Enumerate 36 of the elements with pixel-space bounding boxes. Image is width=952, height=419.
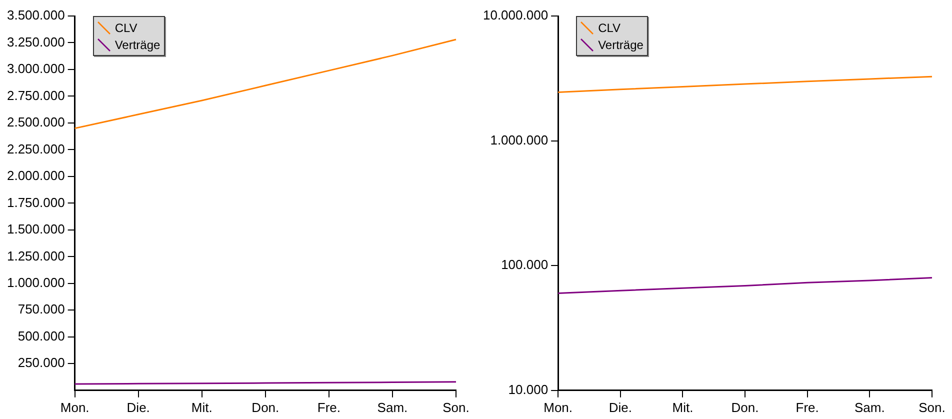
- x-tick-label: Mit.: [672, 400, 694, 415]
- x-tick-label: Mon.: [544, 400, 573, 415]
- y-tick-label: 3.500.000: [6, 8, 65, 23]
- y-tick-label: 1.500.000: [6, 222, 65, 237]
- y-tick-label: 500.000: [18, 328, 65, 344]
- legend-label: CLV: [598, 20, 621, 34]
- x-tick-label: Sam.: [377, 400, 408, 415]
- y-tick-label: 1.000.000: [490, 132, 548, 148]
- x-tick-label: Fre.: [317, 400, 341, 415]
- y-tick-label: 1.750.000: [6, 194, 65, 210]
- legend-label: CLV: [114, 20, 138, 34]
- x-tick-label: Mit.: [191, 400, 212, 415]
- y-tick-label: 2.250.000: [6, 141, 65, 156]
- x-tick-label: Mon.: [60, 400, 90, 415]
- y-tick-label: 1.250.000: [6, 248, 65, 264]
- y-tick-label: 2.750.000: [6, 88, 65, 103]
- x-tick-label: Son.: [442, 400, 470, 415]
- y-tick-label: 100.000: [501, 257, 548, 272]
- x-tick-label: Don.: [731, 400, 759, 415]
- y-tick-label: 1.000.000: [6, 275, 65, 290]
- legend-label: Verträge: [114, 38, 160, 52]
- x-tick-label: Son.: [918, 400, 946, 415]
- y-tick-label: 750.000: [18, 302, 65, 317]
- x-tick-label: Sam.: [854, 400, 885, 415]
- y-tick-label: 2.500.000: [6, 114, 65, 130]
- y-tick-label: 3.250.000: [6, 34, 65, 50]
- x-tick-label: Fre.: [796, 400, 819, 415]
- y-tick-label: 10.000: [508, 382, 548, 397]
- x-tick-label: Die.: [126, 400, 150, 415]
- x-tick-label: Don.: [252, 400, 280, 415]
- x-tick-label: Die.: [608, 400, 632, 415]
- y-tick-label: 2.000.000: [6, 168, 65, 184]
- legend-label: Verträge: [598, 38, 644, 52]
- y-tick-label: 250.000: [18, 355, 65, 370]
- y-tick-label: 3.000.000: [6, 61, 65, 76]
- y-tick-label: 10.000.000: [482, 8, 548, 23]
